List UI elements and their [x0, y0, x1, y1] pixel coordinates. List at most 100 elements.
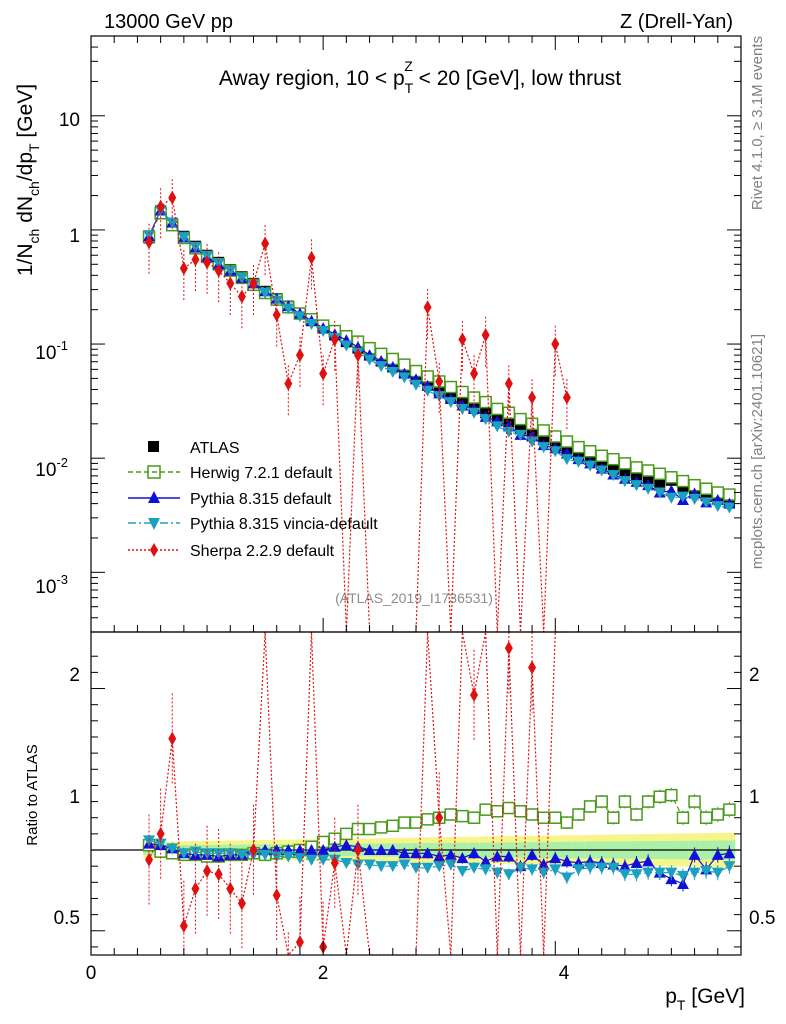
main-herwig-point	[444, 380, 458, 394]
ratio-herwig-point	[688, 795, 701, 808]
xtick-0: 0	[86, 963, 97, 984]
main-plot-data	[142, 179, 736, 633]
legend-pythia-marker	[148, 491, 160, 503]
ratio-pythia-vincia-point	[363, 859, 376, 871]
main-herwig-point	[653, 467, 666, 481]
ratio-herwig-point	[479, 803, 492, 816]
ratio-pythia-point	[723, 847, 736, 859]
ratio-ytick-0.5: 0.5	[54, 908, 80, 929]
main-atlas-point	[677, 482, 689, 494]
ratio-herwig-point	[467, 811, 481, 824]
main-pythia-point	[723, 502, 736, 514]
main-pythia-point	[491, 421, 504, 433]
main-herwig-point	[467, 391, 481, 404]
main-pythia-point	[630, 480, 643, 492]
title-pre: Away region, 10 < p	[219, 67, 405, 90]
ratio-herwig-point	[456, 809, 469, 823]
ratio-pythia-vincia-point	[526, 864, 539, 876]
main-ytick-0.01: 10-2	[35, 455, 68, 481]
main-ytick-0.001: 10-3	[35, 572, 68, 598]
ratio-ytick-1: 1	[69, 787, 80, 808]
main-pythia-point	[340, 340, 353, 352]
legend: ATLAS Herwig 7.2.1 default Pythia 8.315 …	[128, 440, 378, 560]
ratio-pythia-point	[560, 855, 573, 867]
ratio-pythia-vincia-point	[293, 853, 306, 865]
main-pythia-point	[386, 366, 399, 378]
ratio-sherpa-point	[353, 843, 362, 858]
ratio-pythia-vincia-point	[143, 835, 156, 847]
main-pythia-point	[259, 288, 272, 300]
main-pythia-point	[305, 318, 318, 330]
main-pythia-point	[479, 414, 492, 426]
ratio-pythia-vincia-point	[398, 859, 411, 871]
main-pythia-point	[584, 460, 597, 472]
ratio-pythia-vincia-point	[560, 872, 573, 884]
main-ytick-0.1: 10-1	[35, 338, 68, 364]
ratio-pythia-vincia-point	[201, 848, 214, 860]
main-atlas-point	[700, 490, 712, 502]
main-sherpa-point	[562, 390, 571, 405]
ratio-sherpa-point	[145, 852, 154, 867]
title-post: < 20 [GeV], low thrust	[413, 67, 622, 90]
main-herwig-point	[607, 452, 620, 466]
main-pythia-point	[177, 232, 190, 244]
ratio-sherpa-point	[226, 881, 235, 896]
main-sherpa-point	[551, 337, 560, 352]
main-sherpa-point	[319, 366, 328, 381]
main-sherpa-point	[145, 235, 154, 250]
ratio-herwig-point	[386, 819, 400, 833]
legend-herwig-marker	[147, 465, 161, 479]
main-pythia-point	[537, 442, 550, 454]
main-herwig-point	[491, 402, 504, 416]
ratio-herwig-point	[363, 822, 376, 836]
ratio-herwig-point	[525, 808, 539, 821]
ratio-pythia-point	[479, 855, 492, 867]
ratio-herwig-point	[398, 816, 411, 829]
ratio-herwig-point	[549, 811, 562, 824]
ratio-pythia-point	[526, 848, 539, 860]
ratio-herwig-point	[340, 827, 353, 841]
title-sup: Z	[404, 58, 413, 74]
ratio-sherpa-point	[435, 810, 444, 825]
ratio-pythia-vincia-point	[711, 867, 724, 879]
ratio-ytick-2-right: 2	[749, 665, 760, 686]
legend-atlas-marker	[148, 441, 159, 452]
ratio-sherpa-point	[237, 896, 246, 911]
ratio-pythia-vincia-point	[375, 861, 388, 873]
ratio-pythia-vincia-point	[723, 861, 736, 873]
ratio-pythia-point	[468, 847, 481, 859]
ratio-pythia-vincia-point	[688, 867, 701, 879]
ratio-ytick-1-right: 1	[749, 787, 760, 808]
main-sherpa-point	[284, 376, 293, 391]
ratio-herwig-point	[630, 808, 643, 821]
ratio-pythia-point	[421, 847, 434, 859]
ratio-pythia-vincia-point	[433, 861, 446, 873]
main-pythia-point	[549, 446, 562, 458]
main-pythia-point	[375, 361, 388, 373]
ratio-ytick-0.5-right: 0.5	[749, 908, 775, 929]
main-sherpa-point	[423, 300, 432, 315]
mcplots-label: mcplots.cern.ch [arXiv:2401.10621]	[749, 334, 766, 569]
main-pythia-point	[468, 407, 481, 419]
main-sherpa-point	[435, 374, 444, 389]
legend-sherpa-marker	[150, 543, 158, 557]
ratio-sherpa-point	[330, 855, 339, 870]
main-atlas-point	[654, 479, 666, 491]
legend-pythia-label: Pythia 8.315 default	[190, 491, 332, 508]
ratio-herwig-point	[676, 811, 690, 824]
ratio-pythia-vincia-point	[653, 867, 666, 879]
ratio-pythia-vincia-point	[166, 843, 179, 855]
main-sherpa-point	[272, 307, 281, 322]
ratio-pythia-vincia-point	[700, 866, 713, 878]
main-pythia-point	[526, 436, 539, 448]
main-pythia-point	[618, 476, 631, 488]
ratio-herwig-point	[491, 805, 504, 818]
main-pythia-point	[607, 470, 620, 482]
ratio-pythia-point	[630, 856, 643, 868]
ratio-herwig-point	[723, 803, 736, 816]
ratio-pythia-vincia-point	[224, 848, 237, 860]
ratio-pythia-point	[398, 847, 411, 859]
main-pythia-point	[293, 311, 306, 323]
ratio-sherpa-point	[191, 881, 200, 896]
